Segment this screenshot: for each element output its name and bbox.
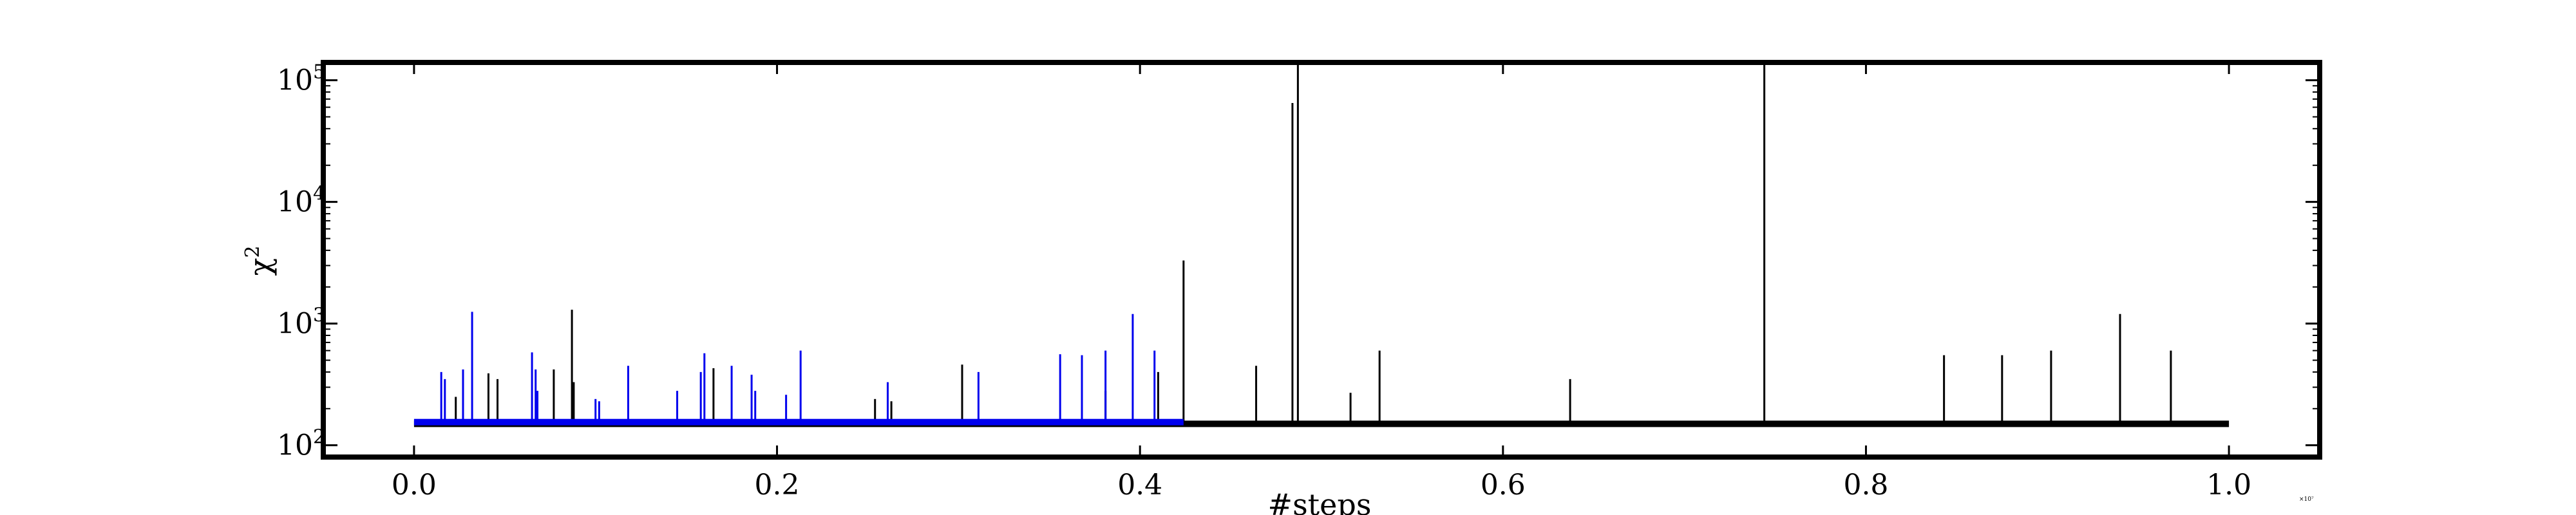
y-axis-label: χ2	[242, 246, 278, 276]
y-tick-label-exp: 3	[313, 304, 325, 327]
x-tick-label: 1.0	[2206, 469, 2251, 501]
x-ticks	[413, 62, 2230, 457]
x-axis-multiplier: ×10⁷	[2299, 496, 2314, 503]
y-tick-label-base: 10	[277, 308, 313, 341]
series-layer	[413, 62, 2230, 427]
x-tick-label: 0.4	[1117, 469, 1162, 501]
x-tick-label: 0.0	[392, 469, 437, 501]
y-tick-label: 104	[277, 183, 325, 219]
y-tick-label-base: 10	[277, 429, 313, 462]
plot-area	[321, 60, 2322, 460]
y-tick-label: 103	[277, 304, 325, 341]
y-axis-label-exp: 2	[242, 246, 264, 258]
y-tick-label-exp: 4	[313, 183, 325, 205]
y-tick-label-exp: 5	[313, 61, 325, 84]
series-1	[413, 312, 1184, 426]
y-tick-label-base: 10	[277, 64, 313, 97]
y-tick-label-exp: 2	[313, 426, 325, 449]
series-0	[413, 62, 2230, 427]
y-axis-label-symbol: χ	[243, 258, 278, 276]
y-tick-label: 105	[277, 61, 325, 97]
x-tick-labels: 0.0 0.2 0.4 0.6 0.8 1.0	[392, 469, 2251, 501]
x-axis-label: #steps	[1268, 487, 1372, 515]
y-tick-label: 102	[277, 426, 325, 462]
plot-frame	[321, 60, 2322, 460]
series-0-baseline	[413, 420, 2230, 427]
x-tick-label: 0.2	[755, 469, 800, 501]
y-tick-label-base: 10	[277, 186, 313, 219]
x-tick-label: 0.6	[1481, 469, 1526, 501]
x-axis: 0.0 0.2 0.4 0.6 0.8 1.0 #steps ×10⁷	[392, 62, 2314, 515]
y-ticks	[323, 79, 2320, 447]
series-1-baseline	[413, 418, 1184, 426]
x-tick-label: 0.8	[1843, 469, 1888, 501]
